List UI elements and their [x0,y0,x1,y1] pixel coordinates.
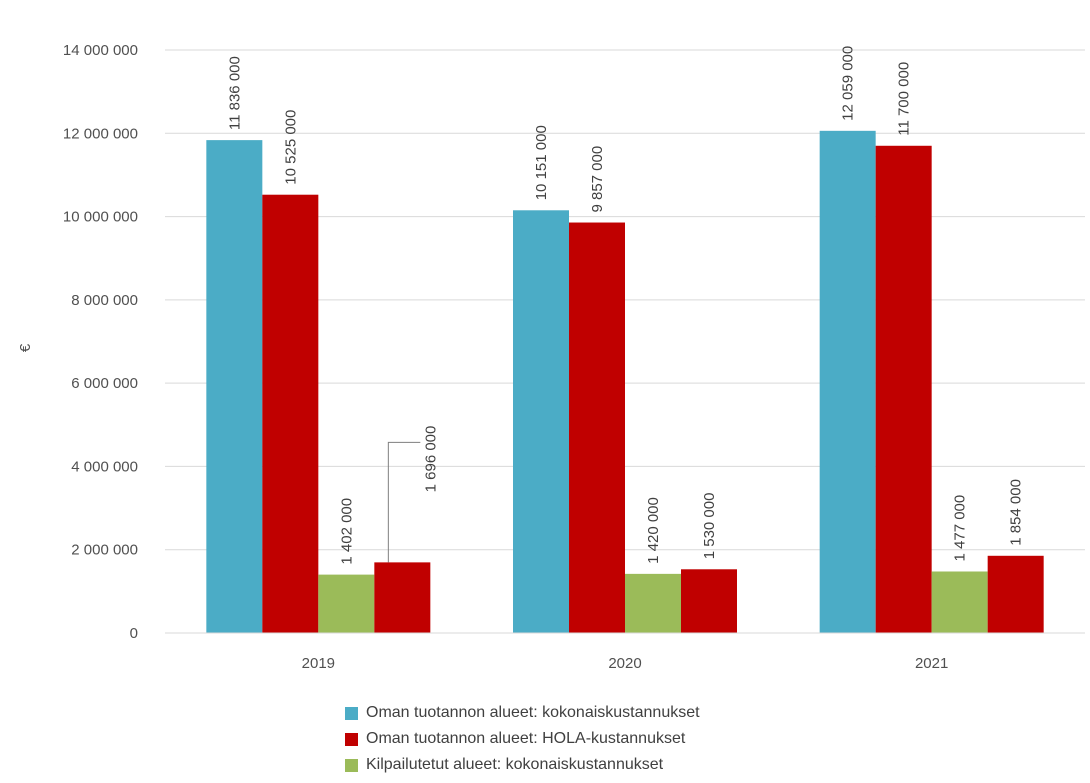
data-label: 1 696 000 [422,426,439,493]
y-tick-label: 10 000 000 [63,209,138,226]
bar [374,562,431,633]
data-label: 11 836 000 [226,56,243,130]
x-category-label: 2019 [302,655,335,672]
data-label: 11 700 000 [896,62,913,136]
bar [931,571,988,633]
legend-item: Oman tuotannon alueet: HOLA-kustannukset [345,726,905,752]
legend-label: Kilpailutetut alueet: kokonaiskustannuks… [366,756,664,773]
y-tick-label: 2 000 000 [71,542,138,559]
bar [987,555,1044,633]
bar-chart: 0 2 000 000 4 000 000 6 000 000 8 000 000 10 … [17,42,1085,672]
bar [875,145,932,633]
legend: Oman tuotannon alueet: kokonaiskustannuk… [345,700,905,778]
data-label: 10 525 000 [282,110,299,185]
bar [206,140,263,633]
data-label: 9 857 000 [589,146,606,213]
bar [262,194,319,633]
y-tick-label: 4 000 000 [71,458,138,475]
bar [819,130,876,633]
data-label: 1 402 000 [338,498,355,565]
y-tick-label: 8 000 000 [71,292,138,309]
leader-lines [387,441,421,563]
data-label: 10 151 000 [533,125,550,200]
leader-line [387,441,421,563]
y-tick-label: 0 [130,625,138,642]
legend-item: Kilpailutetut alueet: kokonaiskustannuks… [345,752,905,778]
bar [569,222,625,633]
x-category-label: 2021 [915,655,948,672]
legend-label: Oman tuotannon alueet: kokonaiskustannuk… [366,704,700,721]
data-label: 12 059 000 [840,46,857,121]
x-axis-category-labels: 2019 2020 2021 [302,655,949,672]
bars [206,130,1044,633]
bar [513,210,569,633]
y-axis-tick-labels: 0 2 000 000 4 000 000 6 000 000 8 000 000 10 … [63,42,138,642]
y-tick-label: 14 000 000 [63,42,138,59]
data-label: 1 854 000 [1008,479,1025,546]
y-tick-label: 6 000 000 [71,375,138,392]
legend-swatch [345,706,358,720]
legend-swatch [345,758,358,772]
bar [681,569,737,633]
bar [625,573,681,633]
legend-swatch [345,732,358,746]
data-label: 1 420 000 [645,497,662,564]
legend-item: Oman tuotannon alueet: kokonaiskustannuk… [345,700,905,726]
data-label: 1 530 000 [701,493,718,560]
data-labels: 11 836 000 10 525 000 1 402 000 1 696 000 10… [226,46,1024,565]
bar [318,574,375,633]
legend-label: Oman tuotannon alueet: HOLA-kustannukset [366,730,686,747]
y-tick-label: 12 000 000 [63,125,138,142]
y-axis-title: € [17,343,34,352]
data-label: 1 477 000 [952,495,969,562]
x-category-label: 2020 [608,655,641,672]
